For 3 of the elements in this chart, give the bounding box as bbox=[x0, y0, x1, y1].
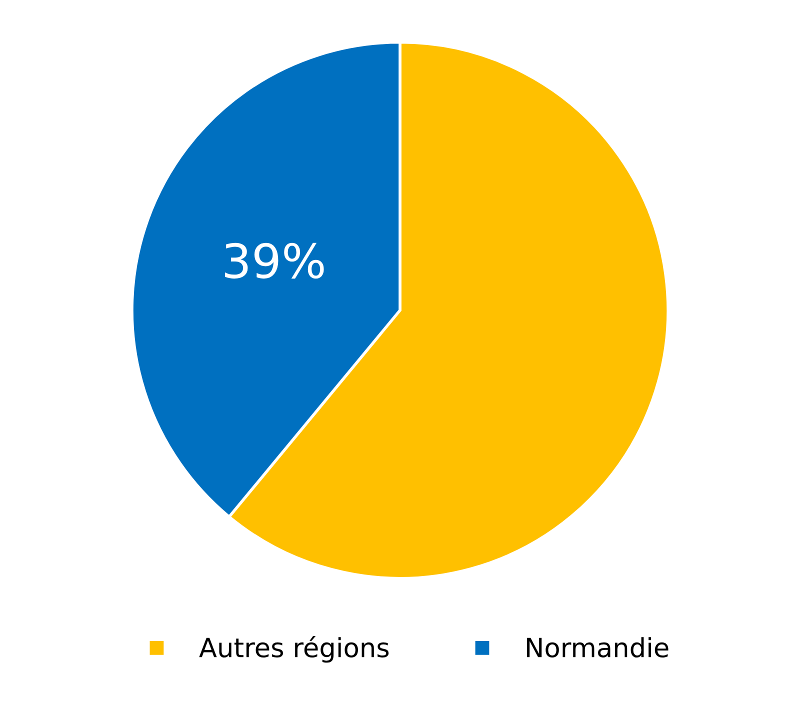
legend-label: Autres régions bbox=[199, 636, 389, 663]
legend-label: Normandie bbox=[527, 637, 668, 658]
data-label: 39% bbox=[225, 242, 324, 279]
